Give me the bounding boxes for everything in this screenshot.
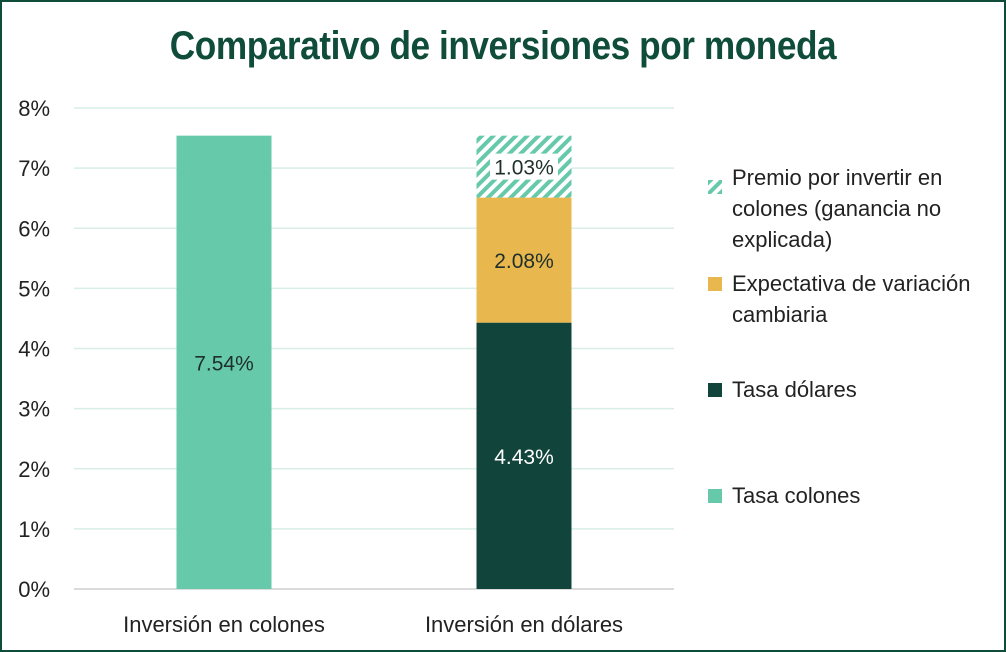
x-tick-label: Inversión en dólares: [425, 612, 623, 637]
legend-label-tasa-colones: Tasa colones: [732, 483, 861, 508]
data-label: 7.54%: [194, 352, 254, 375]
legend-label-premio: Premio por invertir en colones (ganancia…: [732, 165, 943, 252]
y-tick-label: 5%: [18, 276, 50, 301]
y-axis-ticks: 0% 1% 2% 3% 4% 5% 6% 7% 8%: [18, 96, 50, 602]
legend-item-expectativa: Expectativa de variación cambiaria: [708, 268, 998, 330]
legend-swatch-tasa-colones: [708, 489, 722, 503]
legend-label-expectativa: Expectativa de variación cambiaria: [732, 271, 971, 327]
legend-swatch-premio: [708, 171, 722, 194]
legend-item-premio: Premio por invertir en colones (ganancia…: [708, 162, 998, 255]
legend-item-tasa-colones: Tasa colones: [708, 480, 998, 511]
data-label: 1.03%: [494, 157, 554, 180]
data-label: 2.08%: [494, 250, 554, 273]
data-label: 4.43%: [494, 446, 554, 469]
y-tick-label: 0%: [18, 577, 50, 602]
bar-segment: [476, 322, 572, 589]
y-tick-label: 2%: [18, 457, 50, 482]
x-axis-labels: Inversión en colones Inversión en dólares: [123, 612, 623, 637]
x-tick-label: Inversión en colones: [123, 612, 325, 637]
y-tick-label: 3%: [18, 397, 50, 422]
y-tick-label: 7%: [18, 156, 50, 181]
y-tick-label: 8%: [18, 96, 50, 121]
y-tick-label: 6%: [18, 216, 50, 241]
data-label-background: [490, 153, 558, 180]
legend-swatch-tasa-dolares: [708, 383, 722, 397]
bar-segment: [176, 135, 272, 589]
legend-item-tasa-dolares: Tasa dólares: [708, 374, 998, 405]
bars: 7.54% 4.43% 2.08% 1.03%: [176, 135, 572, 589]
bar-segment: [476, 197, 572, 323]
legend-label-tasa-dolares: Tasa dólares: [732, 377, 857, 402]
gridlines: [74, 107, 674, 590]
y-tick-label: 4%: [18, 337, 50, 362]
chart-title: Comparativo de inversiones por moneda: [169, 24, 837, 68]
legend-swatch-expectativa: [708, 277, 722, 291]
y-tick-label: 1%: [18, 517, 50, 542]
